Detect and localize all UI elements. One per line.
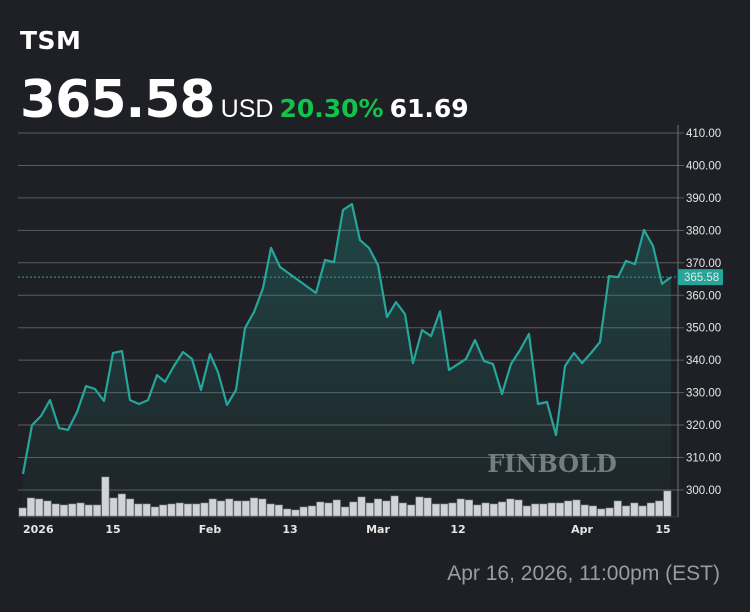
volume-bars <box>18 476 672 517</box>
svg-text:12: 12 <box>450 523 465 536</box>
svg-text:2026: 2026 <box>23 523 54 536</box>
svg-text:320.00: 320.00 <box>686 420 721 432</box>
price-row: 365.58 USD 20.30% 61.69 <box>20 70 469 130</box>
change-absolute: 61.69 <box>389 94 469 123</box>
price-line <box>21 203 672 475</box>
svg-text:365.58: 365.58 <box>684 272 719 284</box>
svg-text:390.00: 390.00 <box>686 193 721 205</box>
current-price: 365.58 <box>20 70 216 130</box>
svg-text:350.00: 350.00 <box>686 323 721 335</box>
svg-text:13: 13 <box>282 523 297 536</box>
x-axis-labels: 2026 15 Feb 13 Mar 12 Apr 15 <box>23 523 671 536</box>
currency-label: USD <box>220 95 274 123</box>
svg-text:410.00: 410.00 <box>686 128 721 140</box>
svg-text:380.00: 380.00 <box>686 225 721 237</box>
svg-text:340.00: 340.00 <box>686 355 721 367</box>
svg-text:370.00: 370.00 <box>686 258 721 270</box>
svg-text:400.00: 400.00 <box>686 160 721 172</box>
price-area <box>23 204 671 517</box>
y-axis-labels: 410.00 400.00 390.00 380.00 370.00 360.00 350.… <box>686 128 721 497</box>
svg-text:15: 15 <box>655 523 670 536</box>
change-percent: 20.30% <box>279 94 384 123</box>
svg-text:300.00: 300.00 <box>686 485 721 497</box>
svg-text:Apr: Apr <box>571 523 593 536</box>
ticker-symbol: TSM <box>20 26 82 55</box>
svg-text:310.00: 310.00 <box>686 453 721 465</box>
svg-text:15: 15 <box>105 523 120 536</box>
timestamp: Apr 16, 2026, 11:00pm (EST) <box>447 562 720 585</box>
svg-text:Mar: Mar <box>366 523 390 536</box>
svg-text:330.00: 330.00 <box>686 388 721 400</box>
svg-text:360.00: 360.00 <box>686 290 721 302</box>
last-price-label: 365.58 <box>678 269 723 286</box>
svg-text:Feb: Feb <box>199 523 222 536</box>
